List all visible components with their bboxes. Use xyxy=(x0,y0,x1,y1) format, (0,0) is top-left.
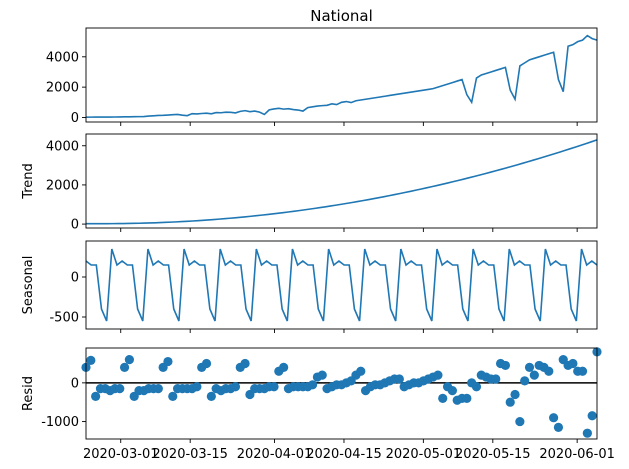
resid-point xyxy=(230,382,241,392)
x-tick-label: 2020-05-15 xyxy=(455,447,531,462)
resid-point xyxy=(553,422,564,432)
resid-point xyxy=(491,374,501,384)
resid-point xyxy=(505,397,515,407)
x-tick-label: 2020-04-01 xyxy=(237,447,313,462)
resid-point xyxy=(153,384,163,394)
resid-point xyxy=(192,382,202,392)
chart-title: National xyxy=(310,7,373,25)
y-axis-label: Resid xyxy=(21,376,36,411)
resid-point xyxy=(529,370,539,380)
panel-frame xyxy=(85,27,598,123)
resid-point xyxy=(317,370,327,380)
resid-point xyxy=(269,382,279,392)
resid-point xyxy=(433,370,443,380)
y-tick-label: 0 xyxy=(71,376,79,391)
resid-point xyxy=(568,358,578,369)
y-tick-label: 2000 xyxy=(46,178,79,193)
resid-point xyxy=(462,393,472,403)
y-tick-label: 0 xyxy=(71,111,79,126)
resid-point xyxy=(549,413,559,423)
resid-point xyxy=(510,389,520,400)
x-tick-label: 2020-03-15 xyxy=(152,447,228,462)
resid-point xyxy=(438,393,448,403)
resid-point xyxy=(471,382,482,392)
resid-point xyxy=(168,391,178,401)
resid-point xyxy=(500,360,511,371)
y-axis-label: Seasonal xyxy=(21,256,36,315)
y-tick-label: 4000 xyxy=(46,139,79,154)
resid-point xyxy=(307,380,318,390)
resid-point xyxy=(91,391,101,401)
resid-point xyxy=(201,358,212,369)
resid-point xyxy=(279,362,289,372)
resid-point xyxy=(587,411,597,421)
y-tick-label: -1000 xyxy=(41,415,79,430)
resid-point xyxy=(577,366,588,376)
y-axis-label: Trend xyxy=(21,163,36,200)
resid-point xyxy=(115,384,125,394)
x-tick-label: 2020-06-01 xyxy=(539,447,615,462)
y-tick-label: 4000 xyxy=(46,50,79,65)
y-tick-label: 0 xyxy=(71,218,79,233)
resid-point xyxy=(524,362,535,372)
resid-point xyxy=(515,416,525,427)
resid-point xyxy=(119,362,130,372)
resid-point xyxy=(582,428,592,438)
x-tick-label: 2020-03-01 xyxy=(83,447,159,462)
series-line-national xyxy=(85,34,598,118)
resid-point xyxy=(240,358,250,369)
resid-point xyxy=(356,366,366,376)
panel-frame xyxy=(85,133,598,229)
resid-point xyxy=(544,366,554,376)
x-tick-label: 2020-04-15 xyxy=(306,447,382,462)
series-line-seasonal xyxy=(85,248,598,322)
y-tick-label: -500 xyxy=(49,311,79,326)
resid-point xyxy=(86,355,96,365)
resid-point xyxy=(520,376,530,386)
y-tick-label: 2000 xyxy=(46,81,79,96)
x-tick-label: 2020-05-01 xyxy=(386,447,462,462)
y-tick-label: 0 xyxy=(71,271,79,286)
panel-frame xyxy=(85,240,598,330)
resid-point xyxy=(394,374,404,384)
resid-point xyxy=(124,355,134,365)
panel-frame xyxy=(85,347,598,440)
series-line-trend xyxy=(86,139,598,225)
resid-point xyxy=(163,356,173,367)
resid-point xyxy=(206,391,216,401)
resid-point xyxy=(447,386,457,396)
